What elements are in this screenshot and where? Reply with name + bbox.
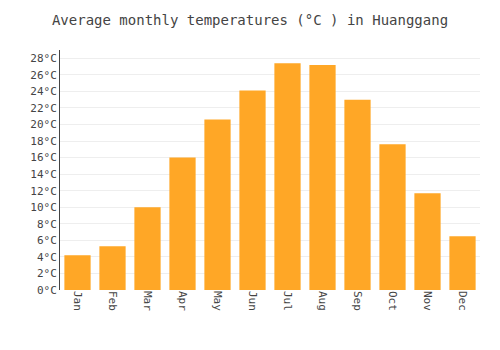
svg-text:8°C: 8°C <box>37 218 57 231</box>
svg-text:Jul: Jul <box>281 291 294 311</box>
svg-text:20°C: 20°C <box>30 118 57 131</box>
svg-text:28°C: 28°C <box>30 52 57 65</box>
svg-text:22°C: 22°C <box>30 102 57 115</box>
svg-text:18°C: 18°C <box>30 135 57 148</box>
svg-text:Oct: Oct <box>386 291 399 311</box>
svg-text:2°C: 2°C <box>37 267 57 280</box>
svg-text:24°C: 24°C <box>30 85 57 98</box>
svg-text:Nov: Nov <box>421 291 434 311</box>
svg-text:Jan: Jan <box>71 291 84 311</box>
svg-text:0°C: 0°C <box>37 284 57 297</box>
svg-text:Sep: Sep <box>351 291 364 311</box>
svg-text:26°C: 26°C <box>30 69 57 82</box>
svg-text:May: May <box>211 291 224 311</box>
svg-text:Apr: Apr <box>176 291 189 311</box>
svg-text:4°C: 4°C <box>37 251 57 264</box>
svg-text:10°C: 10°C <box>30 201 57 214</box>
svg-text:Jun: Jun <box>246 291 259 311</box>
svg-text:12°C: 12°C <box>30 185 57 198</box>
svg-text:Feb: Feb <box>106 291 119 311</box>
svg-text:Average monthly temperatures (: Average monthly temperatures (°C ) in Hu… <box>52 12 448 28</box>
svg-text:6°C: 6°C <box>37 234 57 247</box>
svg-text:Dec: Dec <box>456 291 469 311</box>
svg-text:Mar: Mar <box>141 291 154 311</box>
svg-text:14°C: 14°C <box>30 168 57 181</box>
svg-text:Aug: Aug <box>316 291 329 311</box>
svg-text:16°C: 16°C <box>30 151 57 164</box>
